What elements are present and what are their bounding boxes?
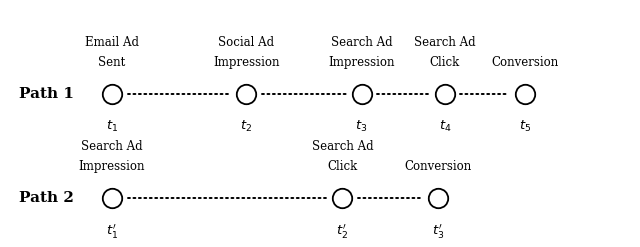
Text: Impression: Impression: [213, 56, 280, 69]
Text: Search Ad: Search Ad: [81, 140, 143, 153]
Text: $t_2$: $t_2$: [241, 119, 252, 134]
Text: Email Ad: Email Ad: [85, 36, 139, 49]
Text: Conversion: Conversion: [491, 56, 559, 69]
Text: Click: Click: [327, 160, 358, 173]
Text: Impression: Impression: [328, 56, 395, 69]
Text: $t_2'$: $t_2'$: [337, 222, 348, 240]
Text: Impression: Impression: [79, 160, 145, 173]
Text: Search Ad: Search Ad: [414, 36, 476, 49]
Text: Social Ad: Social Ad: [218, 36, 275, 49]
Text: $t_4$: $t_4$: [438, 119, 451, 134]
Text: $t_5$: $t_5$: [518, 119, 531, 134]
Text: $t_1$: $t_1$: [106, 119, 118, 134]
Text: Path 2: Path 2: [19, 191, 74, 205]
Text: Path 1: Path 1: [19, 87, 74, 101]
Text: Conversion: Conversion: [404, 160, 472, 173]
Text: Search Ad: Search Ad: [312, 140, 373, 153]
Text: $t_3$: $t_3$: [355, 119, 368, 134]
Text: Search Ad: Search Ad: [331, 36, 392, 49]
Text: Sent: Sent: [99, 56, 125, 69]
Text: Click: Click: [429, 56, 460, 69]
Text: $t_3'$: $t_3'$: [432, 222, 445, 240]
Text: $t_1'$: $t_1'$: [106, 222, 118, 240]
